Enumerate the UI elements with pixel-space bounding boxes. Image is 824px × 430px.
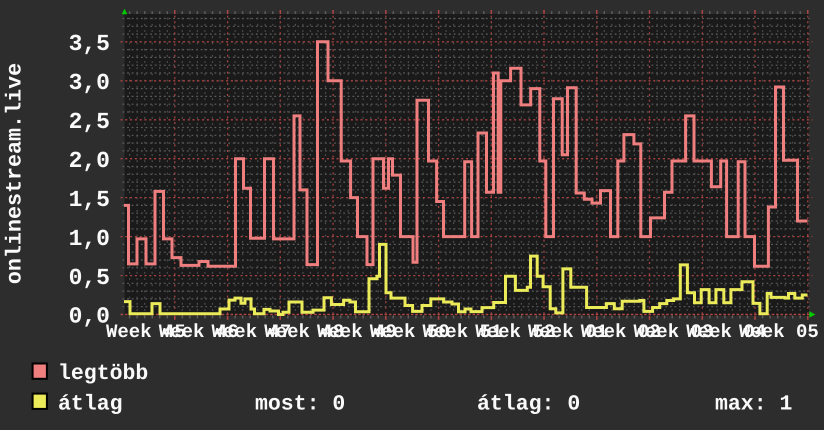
svg-text:Week 48: Week 48	[264, 321, 344, 343]
svg-text:átlag: 0: átlag: 0	[477, 393, 580, 417]
svg-text:2,5: 2,5	[69, 109, 110, 135]
svg-text:Week 47: Week 47	[211, 321, 291, 343]
svg-text:Week 01: Week 01	[528, 321, 608, 343]
svg-text:Week 52: Week 52	[475, 321, 555, 343]
svg-text:Week 45: Week 45	[106, 321, 186, 343]
svg-text:3,0: 3,0	[69, 70, 110, 96]
svg-text:most: 0: most: 0	[255, 393, 345, 417]
svg-text:onlinestream.live: onlinestream.live	[3, 63, 28, 284]
svg-text:1,0: 1,0	[69, 226, 110, 252]
svg-text:0,5: 0,5	[69, 265, 110, 291]
svg-text:1,5: 1,5	[69, 187, 110, 213]
svg-text:Week 46: Week 46	[159, 321, 239, 343]
svg-text:max: 1: max: 1	[715, 393, 792, 417]
svg-text:Week 49: Week 49	[317, 321, 397, 343]
svg-text:2,0: 2,0	[69, 148, 110, 174]
svg-text:Week 51: Week 51	[422, 321, 502, 343]
svg-text:0,0: 0,0	[69, 304, 110, 330]
svg-text:Week 04: Week 04	[686, 321, 766, 343]
svg-text:átlag: átlag	[58, 393, 123, 417]
svg-text:Week 50: Week 50	[370, 321, 450, 343]
svg-text:Week 05: Week 05	[739, 321, 819, 343]
svg-text:Week 02: Week 02	[581, 321, 661, 343]
svg-text:Week 03: Week 03	[633, 321, 713, 343]
svg-text:legtöbb: legtöbb	[58, 362, 148, 386]
svg-text:3,5: 3,5	[69, 31, 110, 57]
